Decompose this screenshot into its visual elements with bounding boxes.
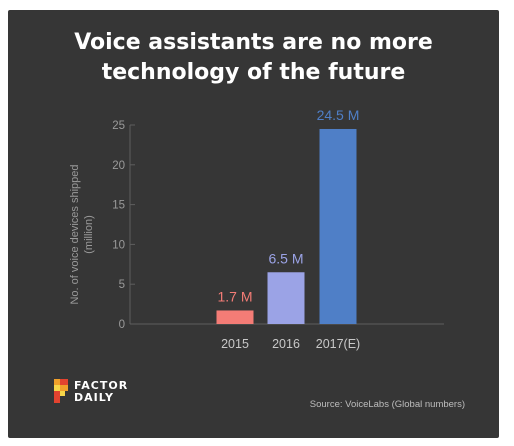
y-tick-label: 0 [119, 319, 125, 331]
bar-2 [267, 272, 305, 324]
x-category-label-3: 2017(E) [316, 337, 360, 351]
bar-chart: No. of voice devices shipped (million) 0… [69, 107, 444, 351]
y-axis-title-line-2: (million) [83, 215, 95, 254]
chart-title-line-1: Voice assistants are no more [74, 30, 433, 55]
data-label-3: 24.5 M [317, 107, 360, 123]
y-axis-title: No. of voice devices shipped (million) [69, 164, 95, 304]
y-tick-label: 10 [112, 239, 125, 251]
data-label-1: 1.7 M [217, 288, 252, 304]
data-labels: 1.7 M 6.5 M 24.5 M [217, 107, 359, 304]
factor-daily-logo: FACTOR DAILY [52, 377, 162, 413]
brand-name-line-1: FACTOR [74, 379, 129, 392]
chart-title-line-2: technology of the future [101, 60, 406, 85]
bars [216, 128, 357, 324]
y-tick-label: 20 [112, 160, 125, 172]
y-tick-label: 5 [119, 279, 125, 291]
infographic-card: Voice assistants are no more technology … [8, 10, 499, 438]
factor-daily-logo-mark [54, 379, 68, 403]
data-label-2: 6.5 M [268, 250, 303, 266]
brand-name-line-2: DAILY [74, 391, 114, 404]
bar-3 [319, 128, 357, 324]
y-axis-ticks: 0 5 10 15 20 25 [112, 120, 135, 331]
x-category-label-2: 2016 [272, 337, 300, 351]
y-tick-label: 25 [112, 120, 125, 132]
bar-1 [216, 310, 254, 324]
y-tick-label: 15 [112, 200, 125, 212]
y-axis-title-line-1: No. of voice devices shipped [69, 164, 81, 304]
x-category-label-1: 2015 [221, 337, 249, 351]
x-axis-categories: 2015 2016 2017(E) [221, 337, 360, 351]
chart-title: Voice assistants are no more technology … [8, 28, 499, 88]
source-note: Source: VoiceLabs (Global numbers) [309, 399, 465, 410]
